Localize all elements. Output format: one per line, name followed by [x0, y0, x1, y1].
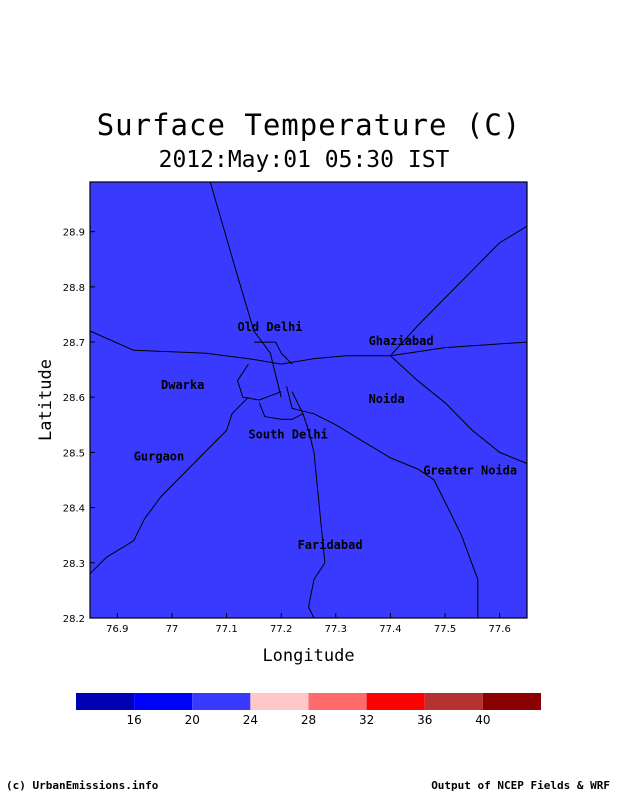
city-label: Ghaziabad: [369, 334, 434, 348]
y-tick-label: 28.4: [63, 504, 85, 515]
colorbar-tick-label: 20: [185, 713, 200, 727]
y-tick-label: 28.2: [63, 614, 85, 625]
x-tick-label: 77: [166, 624, 179, 635]
road-line: [281, 341, 528, 365]
road-line: [291, 391, 326, 619]
city-label: Old Delhi: [237, 320, 302, 334]
x-tick-label: 77.1: [215, 624, 237, 635]
credit-left: (c) UrbanEmissions.info: [6, 779, 159, 792]
road-line: [390, 225, 528, 357]
colorbar-tick-label: 36: [417, 713, 432, 727]
city-label: Greater Noida: [423, 464, 517, 478]
road-line: [89, 330, 282, 365]
x-tick-label: 76.9: [106, 624, 128, 635]
colorbar-tick-label: 16: [126, 713, 141, 727]
colorbar-swatch: [250, 693, 309, 710]
city-label: Gurgaon: [134, 450, 185, 464]
y-tick-label: 28.7: [63, 338, 85, 349]
road-line: [286, 386, 479, 618]
colorbar-swatch: [76, 693, 135, 710]
colorbar-tick-label: 24: [243, 713, 258, 727]
colorbar: 16 20 24 28 32 36 40: [76, 693, 541, 727]
road-line: [258, 402, 304, 420]
road-line: [253, 341, 293, 365]
y-tick-label: 28.6: [63, 393, 85, 404]
plot-area: 76.9 77 77.1 77.2 77.3 77.4 77.5 77.6 28.2 28.3 28…: [36, 181, 528, 666]
y-tick-label: 28.3: [63, 559, 85, 570]
temperature-field: [90, 182, 527, 618]
road-line: [236, 363, 282, 401]
colorbar-swatch: [308, 693, 367, 710]
colorbar-tick-label: 40: [475, 713, 490, 727]
colorbar-swatch: [134, 693, 193, 710]
y-axis-title: Latitude: [36, 359, 56, 441]
colorbar-tick-label: 32: [359, 713, 374, 727]
road-line: [390, 355, 528, 464]
city-label: Faridabad: [298, 538, 363, 552]
x-tick-label: 77.4: [379, 624, 401, 635]
x-tick-label: 77.6: [489, 624, 511, 635]
colorbar-tick-label: 28: [301, 713, 316, 727]
y-tick-label: 28.9: [63, 228, 85, 239]
colorbar-swatch: [366, 693, 425, 710]
plot-frame: [89, 181, 528, 619]
chart-subtitle: 2012:May:01 05:30 IST: [158, 147, 450, 173]
x-axis-title: Longitude: [262, 646, 354, 666]
chart-title: Surface Temperature (C): [96, 108, 522, 142]
city-label: Noida: [369, 392, 405, 406]
y-tick-label: 28.5: [63, 448, 85, 459]
x-tick-label: 77.5: [434, 624, 456, 635]
x-tick-label: 77.3: [325, 624, 347, 635]
road-line: [89, 396, 249, 575]
y-tick-label: 28.8: [63, 283, 85, 294]
credit-right: Output of NCEP Fields & WRF: [431, 779, 610, 792]
colorbar-swatch: [192, 693, 251, 710]
colorbar-swatch: [424, 693, 483, 710]
city-label: South Delhi: [248, 428, 327, 442]
city-label: Dwarka: [161, 378, 204, 392]
x-tick-label: 77.2: [270, 624, 292, 635]
colorbar-swatch: [482, 693, 541, 710]
